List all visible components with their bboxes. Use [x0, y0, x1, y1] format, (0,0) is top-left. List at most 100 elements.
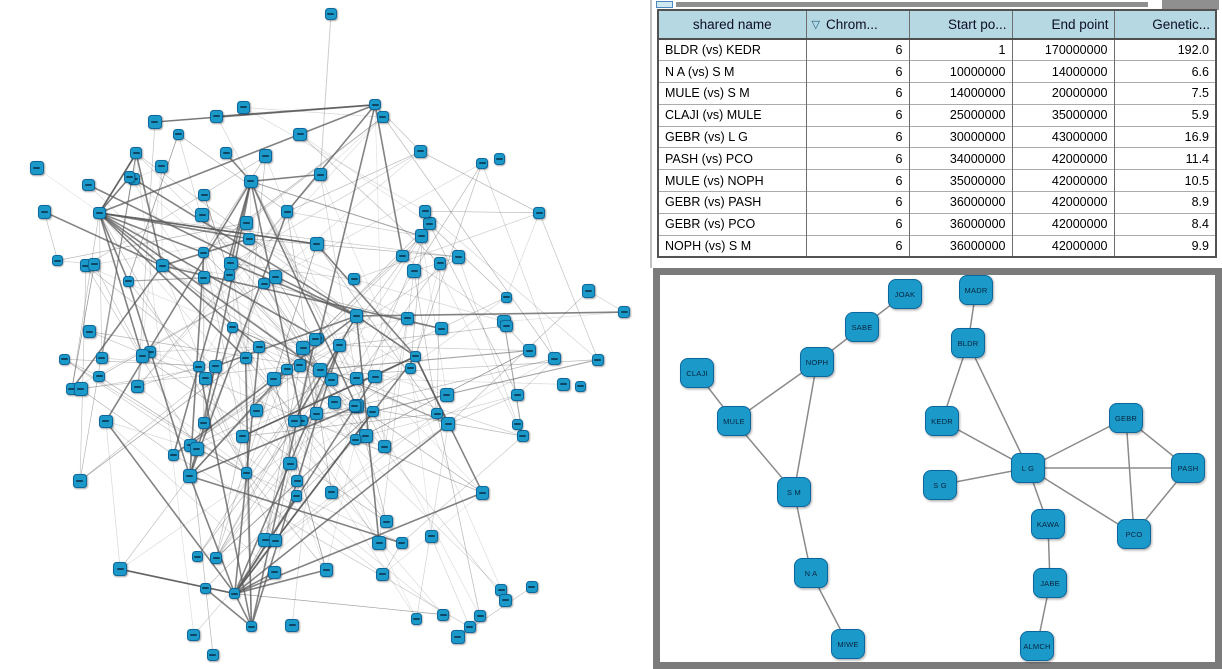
- table-row[interactable]: N A (vs) S M 6 10000000 14000000 6.6: [658, 60, 1216, 83]
- network-node[interactable]: [409, 350, 422, 363]
- table-row[interactable]: GEBR (vs) PCO 6 36000000 42000000 8.4: [658, 212, 1216, 236]
- network-node[interactable]: [291, 490, 303, 502]
- node-miwe[interactable]: MIWE: [831, 629, 865, 659]
- network-node[interactable]: [372, 536, 386, 550]
- column-header-chrom-[interactable]: ▽ Chrom...: [805, 10, 909, 40]
- network-node[interactable]: [82, 324, 97, 339]
- network-node[interactable]: [313, 167, 328, 182]
- node-pco[interactable]: PCO: [1117, 519, 1151, 549]
- network-node[interactable]: [493, 153, 506, 165]
- network-node[interactable]: [431, 408, 443, 420]
- network-node[interactable]: [433, 257, 447, 270]
- network-node[interactable]: [193, 360, 205, 373]
- network-node[interactable]: [557, 377, 571, 391]
- network-node[interactable]: [207, 649, 219, 661]
- network-node[interactable]: [407, 264, 421, 278]
- network-node[interactable]: [591, 353, 604, 366]
- network-node[interactable]: [92, 206, 106, 220]
- network-node[interactable]: [285, 618, 299, 632]
- network-node[interactable]: [197, 416, 210, 429]
- network-node[interactable]: [288, 414, 301, 427]
- network-node[interactable]: [172, 128, 184, 140]
- network-node[interactable]: [418, 204, 432, 218]
- node-mule[interactable]: MULE: [717, 406, 751, 436]
- selected-network-panel[interactable]: [653, 268, 1222, 669]
- network-node[interactable]: [511, 388, 524, 402]
- node-claji[interactable]: CLAJI: [680, 358, 714, 388]
- network-node[interactable]: [379, 515, 394, 529]
- node-s-g[interactable]: S G: [923, 470, 957, 500]
- network-node[interactable]: [280, 205, 294, 219]
- network-node[interactable]: [358, 428, 373, 443]
- node-n-a[interactable]: N A: [794, 558, 828, 588]
- network-node[interactable]: [309, 407, 323, 421]
- column-header-genetic-[interactable]: Genetic...: [1113, 10, 1216, 40]
- network-node[interactable]: [499, 593, 513, 607]
- table-horizontal-scrollbar[interactable]: [676, 2, 1148, 7]
- network-node[interactable]: [135, 349, 149, 363]
- network-node[interactable]: [441, 417, 456, 432]
- network-node[interactable]: [548, 352, 562, 366]
- network-node[interactable]: [435, 322, 449, 336]
- table-row[interactable]: GEBR (vs) PASH 6 36000000 42000000 8.9: [658, 191, 1216, 214]
- network-node[interactable]: [475, 486, 490, 500]
- network-node[interactable]: [72, 473, 87, 488]
- network-node[interactable]: [291, 474, 304, 487]
- table-row[interactable]: CLAJI (vs) MULE 6 25000000 35000000 5.9: [658, 103, 1216, 127]
- network-node[interactable]: [618, 306, 630, 318]
- network-node[interactable]: [198, 189, 211, 201]
- table-row[interactable]: NOPH (vs) S M 6 36000000 42000000 9.9: [658, 234, 1216, 257]
- network-node[interactable]: [451, 250, 465, 264]
- network-node[interactable]: [410, 613, 423, 625]
- network-node[interactable]: [424, 530, 438, 543]
- network-node[interactable]: [463, 620, 477, 634]
- network-node[interactable]: [245, 620, 257, 633]
- network-node[interactable]: [451, 630, 465, 644]
- network-node[interactable]: [309, 237, 324, 251]
- network-node[interactable]: [414, 229, 429, 244]
- node-l-g[interactable]: L G: [1011, 453, 1045, 483]
- network-node[interactable]: [199, 372, 212, 385]
- network-node[interactable]: [368, 370, 382, 384]
- network-node[interactable]: [376, 111, 389, 124]
- network-node[interactable]: [283, 456, 298, 471]
- network-node[interactable]: [325, 8, 337, 20]
- network-node[interactable]: [296, 341, 311, 355]
- network-node[interactable]: [378, 440, 392, 454]
- network-node[interactable]: [210, 110, 224, 123]
- network-node[interactable]: [37, 205, 52, 219]
- network-node[interactable]: [319, 563, 333, 577]
- network-node[interactable]: [236, 429, 249, 443]
- network-node[interactable]: [223, 268, 236, 281]
- network-node[interactable]: [395, 536, 408, 549]
- network-node[interactable]: [511, 418, 524, 430]
- node-noph[interactable]: NOPH: [800, 347, 834, 377]
- network-node[interactable]: [243, 174, 258, 189]
- column-header-end-point[interactable]: End point: [1011, 10, 1114, 40]
- table-row[interactable]: MULE (vs) NOPH 6 35000000 42000000 10.5: [658, 169, 1216, 192]
- network-node[interactable]: [268, 270, 282, 284]
- network-node[interactable]: [258, 277, 270, 290]
- node-joak[interactable]: JOAK: [888, 279, 922, 309]
- network-node[interactable]: [224, 256, 238, 270]
- network-node[interactable]: [99, 414, 113, 428]
- network-node[interactable]: [229, 587, 241, 600]
- network-node[interactable]: [210, 551, 223, 565]
- table-corner-chip[interactable]: [656, 1, 673, 8]
- network-node[interactable]: [199, 582, 211, 594]
- network-node[interactable]: [325, 486, 339, 499]
- network-node[interactable]: [369, 99, 381, 111]
- network-node[interactable]: [130, 147, 143, 160]
- network-node[interactable]: [348, 400, 361, 413]
- network-node[interactable]: [522, 344, 536, 358]
- network-node[interactable]: [439, 388, 454, 403]
- network-node[interactable]: [182, 469, 197, 483]
- network-node[interactable]: [82, 178, 95, 192]
- network-node[interactable]: [500, 291, 512, 303]
- network-node[interactable]: [516, 430, 529, 443]
- network-node[interactable]: [267, 372, 281, 386]
- network-node[interactable]: [404, 362, 416, 374]
- network-node[interactable]: [148, 115, 162, 129]
- network-node[interactable]: [324, 373, 338, 386]
- network-node[interactable]: [348, 273, 360, 286]
